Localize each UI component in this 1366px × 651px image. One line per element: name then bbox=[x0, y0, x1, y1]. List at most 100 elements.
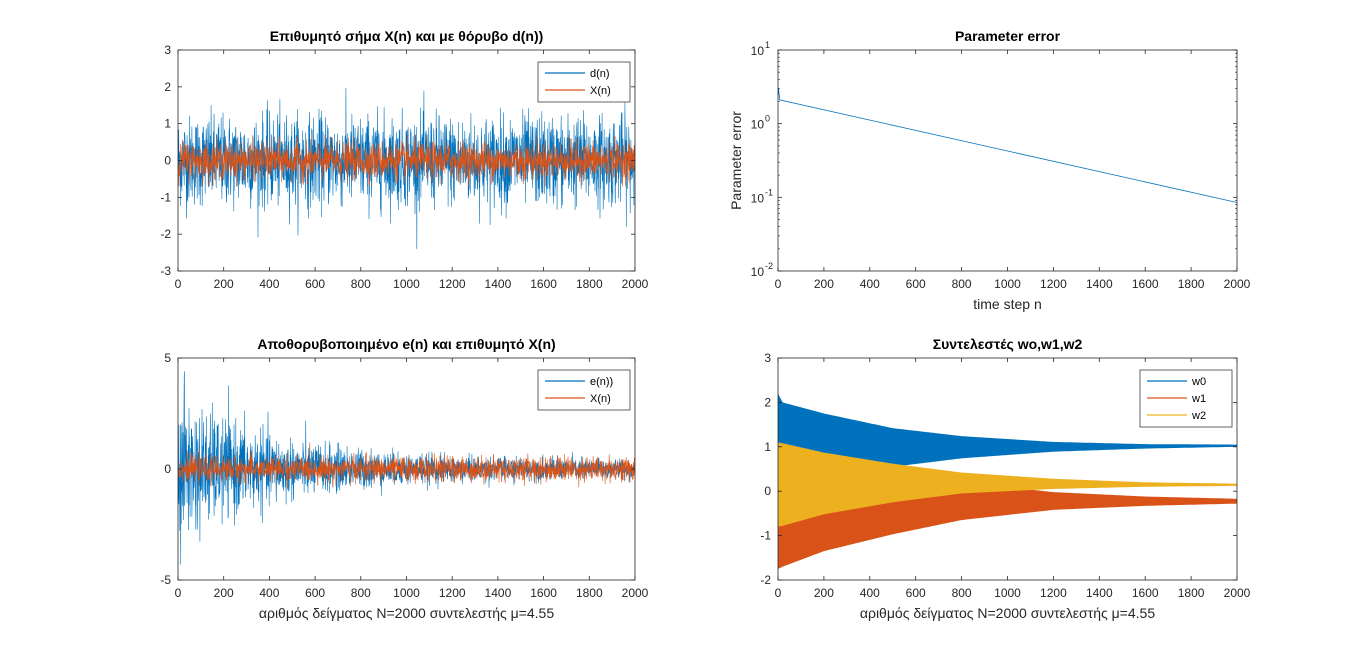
plot-area bbox=[778, 50, 1237, 271]
y-tick-label: -2 bbox=[760, 573, 771, 587]
legend-label: X(n) bbox=[590, 393, 611, 405]
series-Xn-line bbox=[178, 134, 635, 187]
y-tick-exp: -2 bbox=[765, 261, 773, 271]
chart-title: Αποθορυβοποιημένο e(n) και επιθυμητό X(n… bbox=[257, 336, 555, 352]
x-tick-label: 1800 bbox=[1178, 586, 1205, 600]
x-tick-label: 800 bbox=[351, 277, 371, 291]
x-tick-label: 800 bbox=[952, 277, 972, 291]
x-tick-label: 1200 bbox=[439, 277, 466, 291]
x-tick-label: 0 bbox=[775, 586, 782, 600]
x-tick-label: 1800 bbox=[1178, 277, 1205, 291]
y-tick-label: 1 bbox=[164, 117, 171, 131]
legend-label: w1 bbox=[1191, 393, 1206, 405]
y-tick-label: -5 bbox=[160, 573, 171, 587]
x-tick-label: 200 bbox=[814, 586, 834, 600]
y-tick-label: 1 bbox=[764, 440, 771, 454]
legend-label: X(n) bbox=[590, 85, 611, 97]
y-tick-label: 0 bbox=[164, 462, 171, 476]
x-tick-label: 400 bbox=[259, 277, 279, 291]
x-tick-label: 200 bbox=[214, 586, 234, 600]
y-tick-base: 10 bbox=[751, 191, 765, 205]
x-tick-label: 1600 bbox=[530, 586, 557, 600]
x-tick-label: 200 bbox=[814, 277, 834, 291]
y-tick-label: 2 bbox=[764, 395, 771, 409]
axes-4: 0 200 400 600 800 1000 1200 1400 1600 1800 2000 -2 -… bbox=[760, 336, 1250, 621]
y-tick-label: 2 bbox=[164, 80, 171, 94]
y-tick-label: 0 bbox=[764, 484, 771, 498]
data-layer bbox=[778, 393, 1237, 569]
x-tick-label: 1400 bbox=[1086, 277, 1113, 291]
legend-box bbox=[537, 61, 631, 103]
series-Xn-line bbox=[178, 442, 635, 488]
y-tick-exp: -1 bbox=[765, 187, 773, 197]
x-tick-label: 400 bbox=[259, 586, 279, 600]
x-tick-label: 1600 bbox=[530, 277, 557, 291]
x-tick-label: 2000 bbox=[622, 586, 649, 600]
y-tick-exp: 0 bbox=[765, 114, 770, 124]
x-tick-label: 800 bbox=[952, 586, 972, 600]
y-tick-label: -1 bbox=[760, 529, 771, 543]
legend-label: e(n)) bbox=[590, 376, 613, 388]
x-tick-label: 400 bbox=[860, 277, 880, 291]
legend: d(n) X(n) bbox=[537, 61, 631, 103]
x-tick-label: 800 bbox=[351, 586, 371, 600]
y-tick-label: 10 0 bbox=[751, 114, 770, 132]
y-tick-base: 10 bbox=[751, 44, 765, 58]
chart-title: Συντελεστές wo,w1,w2 bbox=[933, 336, 1083, 352]
x-axis-label: αριθμός δείγματος N=2000 συντελεστής μ=4… bbox=[860, 605, 1155, 621]
y-tick-label: 10 -2 bbox=[751, 261, 773, 279]
x-tick-label: 2000 bbox=[1224, 277, 1251, 291]
legend-label: w2 bbox=[1191, 410, 1206, 422]
legend-box bbox=[537, 369, 631, 411]
legend-label: w0 bbox=[1191, 376, 1206, 388]
x-tick-label: 1800 bbox=[576, 277, 603, 291]
y-tick-label: -3 bbox=[160, 264, 171, 278]
x-tick-label: 400 bbox=[860, 586, 880, 600]
x-tick-label: 1200 bbox=[1040, 277, 1067, 291]
x-tick-label: 1000 bbox=[994, 586, 1021, 600]
y-tick-label: 10 1 bbox=[751, 40, 770, 58]
y-tick-label: -1 bbox=[160, 190, 171, 204]
x-tick-label: 1000 bbox=[994, 277, 1021, 291]
data-layer bbox=[178, 371, 635, 565]
x-tick-label: 0 bbox=[775, 277, 782, 291]
x-tick-label: 2000 bbox=[1224, 586, 1251, 600]
x-tick-label: 1600 bbox=[1132, 277, 1159, 291]
legend: w0 w1 w2 bbox=[1139, 369, 1233, 428]
y-tick-exp: 1 bbox=[765, 40, 770, 50]
x-tick-label: 200 bbox=[214, 277, 234, 291]
x-axis-label: time step n bbox=[973, 296, 1041, 312]
x-tick-label: 0 bbox=[175, 277, 182, 291]
axes-1: 0 200 400 600 800 1000 1200 1400 1600 1800 2000 -3 -… bbox=[160, 28, 648, 291]
chart-title: Parameter error bbox=[955, 28, 1061, 44]
x-tick-label: 600 bbox=[906, 277, 926, 291]
y-tick-label: -2 bbox=[160, 227, 171, 241]
series-w1-band bbox=[778, 433, 1237, 569]
chart-title: Επιθυμητό σήμα X(n) και με θόρυβο d(n)) bbox=[270, 28, 544, 44]
legend: e(n)) X(n) bbox=[537, 369, 631, 411]
x-tick-label: 1600 bbox=[1132, 586, 1159, 600]
y-tick-base: 10 bbox=[751, 118, 765, 132]
x-tick-label: 1200 bbox=[439, 586, 466, 600]
y-tick-label: 3 bbox=[164, 43, 171, 57]
axes-3: 0 200 400 600 800 1000 1200 1400 1600 1800 2000 -5 0… bbox=[160, 336, 648, 621]
x-tick-label: 1000 bbox=[393, 277, 420, 291]
x-tick-label: 2000 bbox=[622, 277, 649, 291]
x-tick-label: 0 bbox=[175, 586, 182, 600]
y-tick-label: 10 -1 bbox=[751, 187, 773, 205]
x-tick-label: 1400 bbox=[485, 277, 512, 291]
x-tick-label: 600 bbox=[305, 586, 325, 600]
x-axis-label: αριθμός δείγματος N=2000 συντελεστής μ=4… bbox=[259, 605, 554, 621]
y-tick-label: 0 bbox=[164, 154, 171, 168]
legend-label: d(n) bbox=[590, 68, 610, 80]
y-axis-label: Parameter error bbox=[728, 111, 744, 210]
y-tick-label: 3 bbox=[764, 351, 771, 365]
x-tick-label: 1800 bbox=[576, 586, 603, 600]
x-tick-label: 1200 bbox=[1040, 586, 1067, 600]
series-w2-band bbox=[778, 442, 1237, 527]
y-tick-base: 10 bbox=[751, 265, 765, 279]
data-layer bbox=[178, 88, 635, 249]
y-tick-label: 5 bbox=[164, 351, 171, 365]
